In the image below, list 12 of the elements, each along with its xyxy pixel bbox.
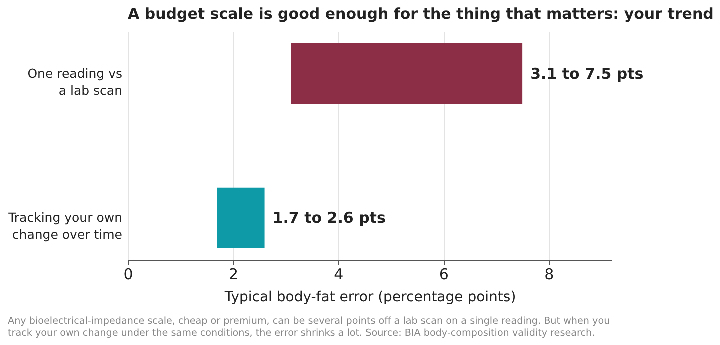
x-tick-label: 2 <box>228 266 238 284</box>
x-axis-title: Typical body-fat error (percentage points) <box>224 290 516 306</box>
chart-title: A budget scale is good enough for the thing that matters: your trend <box>128 5 714 23</box>
x-tick-label: 0 <box>124 266 134 284</box>
y-tick-label: Tracking your own change over time <box>8 210 123 242</box>
x-tick-label: 8 <box>544 266 554 284</box>
text: Any bioelectrical-impedance scale, cheap or premium, can be several points off a lab scan on a single reading. But when you track your own change under the same conditions, the error shrinks a lot. Source: BIA body-composition validity research. <box>8 316 612 340</box>
annotation: 1.7 to 2.6 pts <box>272 209 386 228</box>
x-tick-label: 6 <box>439 266 449 284</box>
annotation: 3.1 to 7.5 pts <box>530 64 644 83</box>
x-tick-label: 4 <box>334 266 344 284</box>
y-tick-label: One reading vs a lab scan <box>28 66 122 98</box>
